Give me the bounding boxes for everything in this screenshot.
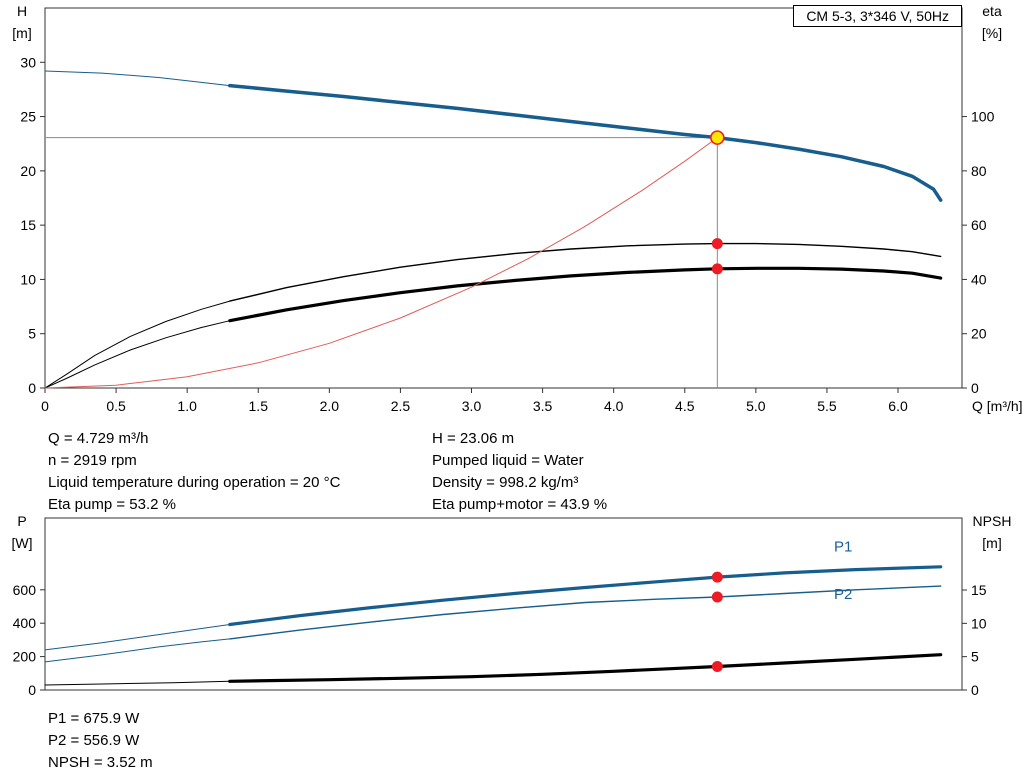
left-axis-tick-label: 400 — [13, 615, 37, 631]
info-speed: n = 2919 rpm — [48, 452, 137, 469]
x-axis-tick-label: 3.5 — [533, 398, 553, 414]
right-axis-tick-label: 0 — [971, 380, 979, 396]
right-axis-tick-label: 15 — [971, 582, 987, 598]
left-axis-tick-label: 0 — [28, 682, 36, 698]
right-axis-title: eta — [982, 3, 1002, 19]
right-axis-tick-label: 0 — [971, 682, 979, 698]
series-label-p1: P1 — [834, 538, 852, 555]
info-top-left: Q = 4.729 m³/h n = 2919 rpm Liquid tempe… — [48, 428, 340, 516]
info-temperature: Liquid temperature during operation = 20… — [48, 474, 341, 491]
x-axis-tick-label: 3.0 — [462, 398, 482, 414]
x-axis-tick-label: 0 — [41, 398, 49, 414]
right-axis-unit: [%] — [982, 25, 1002, 41]
p1-extension — [44, 624, 231, 651]
info-p2: P2 = 556.9 W — [48, 732, 140, 749]
right-axis-unit: [m] — [982, 535, 1001, 551]
performance-chart: 0 5 10 15 20 25 30 0 20 40 60 80 100 0 0.5 1.0 1.5 2.0 2.5… — [12, 3, 1022, 414]
eta-pump-extension — [44, 300, 231, 389]
duty-point-dot — [711, 263, 723, 275]
info-head: H = 23.06 m — [432, 430, 515, 447]
info-p1: P1 = 675.9 W — [48, 710, 140, 727]
eta-pump-curve — [229, 242, 942, 302]
p2-curve — [229, 585, 942, 640]
system-curve — [44, 137, 718, 389]
left-axis-tick-label: 200 — [13, 649, 37, 665]
x-axis-tick-label: 1.0 — [177, 398, 197, 414]
left-axis-unit: [W] — [12, 535, 33, 551]
p1-curve — [228, 565, 943, 627]
left-axis-tick-label: 5 — [28, 326, 36, 342]
left-axis-tick-label: 30 — [20, 54, 36, 70]
x-axis-tick-label: 6.0 — [888, 398, 908, 414]
info-top-right: H = 23.06 m Pumped liquid = Water Densit… — [432, 428, 607, 516]
series-label-p2: P2 — [834, 586, 852, 603]
x-axis-tick-label: 1.5 — [249, 398, 269, 414]
left-axis-tick-label: 10 — [20, 271, 36, 287]
right-axis-tick-label: 5 — [971, 649, 979, 665]
duty-point-dot — [711, 591, 723, 603]
right-axis-tick-label: 10 — [971, 615, 987, 631]
plot-frame — [44, 7, 963, 389]
x-axis-tick-label: 4.0 — [604, 398, 624, 414]
right-axis-tick-label: 20 — [971, 326, 987, 342]
left-axis-tick-label: 600 — [13, 582, 37, 598]
x-axis-tick-label: 2.0 — [320, 398, 340, 414]
right-axis-tick-label: 80 — [971, 163, 987, 179]
x-axis-title: Q [m³/h] — [972, 398, 1023, 414]
eta-pump-motor-extension — [44, 320, 231, 389]
left-axis-unit: [m] — [12, 25, 31, 41]
duty-point-dot — [711, 238, 723, 250]
info-flow: Q = 4.729 m³/h — [48, 430, 149, 447]
info-bottom: P1 = 675.9 W P2 = 556.9 W NPSH = 3.52 m — [48, 708, 153, 774]
left-axis-title: H — [17, 3, 27, 19]
info-eta-pump-motor: Eta pump+motor = 43.9 % — [432, 496, 608, 513]
left-axis-tick-label: 15 — [20, 217, 36, 233]
duty-point-dot — [711, 661, 723, 673]
left-axis-tick-label: 25 — [20, 109, 36, 125]
x-axis-tick-label: 4.5 — [675, 398, 695, 414]
right-axis-tick-label: 40 — [971, 271, 987, 287]
duty-point-dot — [711, 571, 723, 583]
plot-frame — [44, 517, 963, 691]
eta-pump-motor-curve — [228, 266, 943, 323]
right-axis-tick-label: 100 — [971, 109, 995, 125]
info-npsh: NPSH = 3.52 m — [48, 754, 153, 771]
x-axis-tick-label: 5.0 — [746, 398, 766, 414]
info-liquid: Pumped liquid = Water — [432, 452, 584, 469]
p2-extension — [44, 638, 231, 663]
left-axis-tick-label: 0 — [28, 380, 36, 396]
left-axis-tick-label: 20 — [20, 163, 36, 179]
npsh-curve — [228, 653, 943, 683]
power-npsh-chart: 0 200 400 600 0 5 10 15 P [W] NPSH [m] P1 P2 — [12, 513, 1012, 698]
pump-title-box: CM 5-3, 3*346 V, 50Hz — [793, 5, 962, 27]
operating-point[interactable] — [710, 130, 725, 145]
x-axis-tick-label: 5.5 — [817, 398, 837, 414]
right-axis-tick-label: 60 — [971, 217, 987, 233]
x-axis-tick-label: 2.5 — [391, 398, 411, 414]
head-curve — [228, 83, 943, 202]
head-curve-extension — [44, 70, 231, 87]
npsh-extension — [44, 680, 231, 686]
x-axis-tick-label: 0.5 — [106, 398, 126, 414]
info-density: Density = 998.2 kg/m³ — [432, 474, 579, 491]
left-axis-title: P — [17, 513, 26, 529]
info-eta-pump: Eta pump = 53.2 % — [48, 496, 176, 513]
right-axis-title: NPSH — [973, 513, 1012, 529]
